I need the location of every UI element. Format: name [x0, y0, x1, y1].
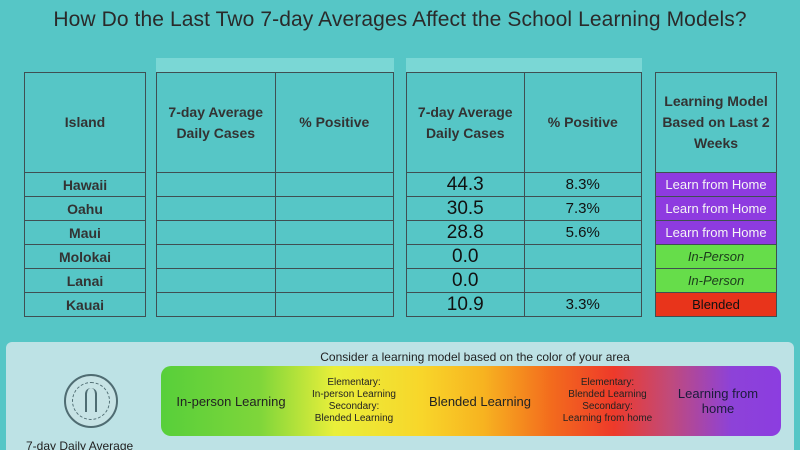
legend-line: In-person Learning [312, 389, 396, 400]
legend-line: Elementary: [580, 377, 635, 388]
legend-line: Elementary: [327, 377, 381, 388]
learning-model-badge: In-Person [655, 268, 777, 293]
prior-pct-positive-header: % Positive [274, 72, 394, 173]
legend-from-home: Learning from home [677, 386, 759, 416]
learning-model-gradient-scale [161, 366, 781, 436]
empty-header-band-current [406, 58, 642, 72]
prior-pct-cell [274, 244, 394, 269]
pct-cell [523, 268, 642, 293]
page-title: How Do the Last Two 7-day Averages Affec… [53, 8, 747, 31]
learning-model-badge: In-Person [655, 244, 777, 269]
learning-model-table: Learning Model Based on Last 2 Weeks Lea… [655, 72, 777, 317]
island-name: Hawaii [24, 172, 146, 197]
avg-cases-header: 7-day Average Daily Cases [406, 72, 525, 173]
prior-pct-cell [274, 292, 394, 317]
prior-cases-cell [156, 196, 276, 221]
pct-cell [523, 244, 642, 269]
pct-positive-header: % Positive [523, 72, 642, 173]
prior-cases-cell [156, 292, 276, 317]
island-header: Island [24, 72, 146, 173]
island-name: Maui [24, 220, 146, 245]
current-period-table: 7-day Average Daily Cases % Positive 44.… [406, 72, 642, 317]
learning-model-badge: Blended [655, 292, 777, 317]
island-table: Island Hawaii Oahu Maui Molokai Lanai Ka… [24, 72, 146, 317]
pct-cell: 8.3% [523, 172, 642, 197]
cases-cell: 0.0 [406, 268, 525, 293]
learning-model-badge: Learn from Home [655, 172, 777, 197]
legend-blended-home: Elementary: Blended Learning Secondary: … [545, 366, 670, 436]
empty-header-band-prior [156, 58, 394, 72]
legend-line: Learning from home [562, 413, 653, 424]
legend-line: Blended Learning [314, 413, 394, 424]
cases-cell: 0.0 [406, 244, 525, 269]
cases-cell: 44.3 [406, 172, 525, 197]
legend-in-person-blended: Elementary: In-person Learning Secondary… [298, 366, 410, 436]
island-name: Kauai [24, 292, 146, 317]
learning-model-header: Learning Model Based on Last 2 Weeks [655, 72, 777, 173]
department-of-health-seal-icon [64, 374, 118, 428]
prior-cases-cell [156, 220, 276, 245]
prior-period-table: 7-day Average Daily Cases % Positive [156, 72, 394, 317]
prior-pct-cell [274, 268, 394, 293]
prior-avg-cases-header: 7-day Average Daily Cases [156, 72, 276, 173]
cases-cell: 28.8 [406, 220, 525, 245]
island-name: Lanai [24, 268, 146, 293]
pct-cell: 5.6% [523, 220, 642, 245]
island-name: Molokai [24, 244, 146, 269]
prior-cases-cell [156, 244, 276, 269]
prior-cases-cell [156, 268, 276, 293]
prior-cases-cell [156, 172, 276, 197]
legend-in-person: In-person Learning [176, 393, 286, 409]
island-name: Oahu [24, 196, 146, 221]
cases-cell: 30.5 [406, 196, 525, 221]
prior-pct-cell [274, 172, 394, 197]
cases-cell: 10.9 [406, 292, 525, 317]
learning-model-badge: Learn from Home [655, 220, 777, 245]
legend-title: Consider a learning model based on the c… [320, 350, 630, 364]
legend-line: Blended Learning [568, 389, 647, 400]
legend-blended: Blended Learning [429, 393, 531, 409]
legend-line: Secondary: [582, 401, 633, 412]
prior-pct-cell [274, 196, 394, 221]
prior-pct-cell [274, 220, 394, 245]
legend-footer-label: 7-day Daily Average [26, 439, 134, 450]
learning-model-badge: Learn from Home [655, 196, 777, 221]
pct-cell: 3.3% [523, 292, 642, 317]
legend-line: Secondary: [328, 401, 380, 412]
pct-cell: 7.3% [523, 196, 642, 221]
